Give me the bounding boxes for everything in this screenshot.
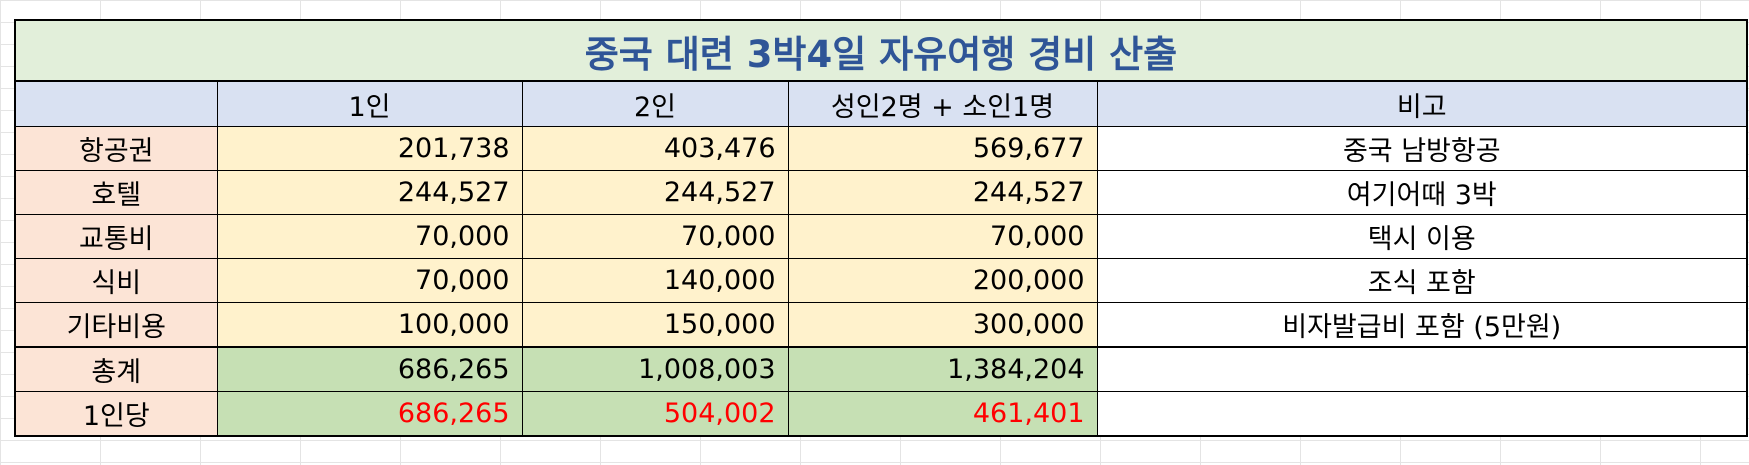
value-cell[interactable]: 140,000 bbox=[521, 258, 789, 303]
row-label[interactable]: 항공권 bbox=[14, 126, 218, 171]
row-label[interactable]: 총계 bbox=[14, 346, 218, 392]
note-cell[interactable]: 중국 남방항공 bbox=[1096, 126, 1748, 171]
title-row: 중국 대련 3박4일 자유여행 경비 산출 bbox=[14, 19, 1748, 82]
value-cell[interactable]: 201,738 bbox=[216, 126, 523, 171]
value-cell[interactable]: 300,000 bbox=[787, 302, 1098, 348]
table-row-per-person: 1인당 686,265 504,002 461,401 bbox=[14, 391, 1748, 437]
value-cell[interactable]: 70,000 bbox=[787, 214, 1098, 259]
note-cell[interactable] bbox=[1096, 346, 1748, 392]
row-label[interactable]: 식비 bbox=[14, 258, 218, 303]
table-row-airfare: 항공권 201,738 403,476 569,677 중국 남방항공 bbox=[14, 126, 1748, 171]
table-row-hotel: 호텔 244,527 244,527 244,527 여기어때 3박 bbox=[14, 170, 1748, 215]
header-row: 1인 2인 성인2명 + 소인1명 비고 bbox=[14, 80, 1748, 127]
note-cell[interactable]: 택시 이용 bbox=[1096, 214, 1748, 259]
header-cell-note[interactable]: 비고 bbox=[1096, 80, 1748, 127]
per-person-cell[interactable]: 461,401 bbox=[787, 391, 1098, 437]
value-cell[interactable]: 244,527 bbox=[787, 170, 1098, 215]
row-label[interactable]: 호텔 bbox=[14, 170, 218, 215]
note-cell[interactable]: 비자발급비 포함 (5만원) bbox=[1096, 302, 1748, 348]
expense-table: 중국 대련 3박4일 자유여행 경비 산출 1인 2인 성인2명 + 소인1명 … bbox=[14, 19, 1748, 437]
value-cell[interactable]: 150,000 bbox=[521, 302, 789, 348]
per-person-cell[interactable]: 504,002 bbox=[521, 391, 789, 437]
row-label[interactable]: 1인당 bbox=[14, 391, 218, 437]
row-label[interactable]: 기타비용 bbox=[14, 302, 218, 348]
total-cell[interactable]: 686,265 bbox=[216, 346, 523, 392]
total-cell[interactable]: 1,008,003 bbox=[521, 346, 789, 392]
table-row-food: 식비 70,000 140,000 200,000 조식 포함 bbox=[14, 258, 1748, 303]
value-cell[interactable]: 569,677 bbox=[787, 126, 1098, 171]
value-cell[interactable]: 403,476 bbox=[521, 126, 789, 171]
table-row-misc: 기타비용 100,000 150,000 300,000 비자발급비 포함 (5… bbox=[14, 302, 1748, 348]
header-cell-2person[interactable]: 2인 bbox=[521, 80, 789, 127]
sheet-title[interactable]: 중국 대련 3박4일 자유여행 경비 산출 bbox=[14, 19, 1748, 82]
header-cell-blank[interactable] bbox=[14, 80, 218, 127]
note-cell[interactable]: 여기어때 3박 bbox=[1096, 170, 1748, 215]
per-person-cell[interactable]: 686,265 bbox=[216, 391, 523, 437]
value-cell[interactable]: 244,527 bbox=[521, 170, 789, 215]
value-cell[interactable]: 70,000 bbox=[216, 258, 523, 303]
value-cell[interactable]: 70,000 bbox=[521, 214, 789, 259]
note-cell[interactable]: 조식 포함 bbox=[1096, 258, 1748, 303]
value-cell[interactable]: 70,000 bbox=[216, 214, 523, 259]
header-cell-family[interactable]: 성인2명 + 소인1명 bbox=[787, 80, 1098, 127]
header-cell-1person[interactable]: 1인 bbox=[216, 80, 523, 127]
total-cell[interactable]: 1,384,204 bbox=[787, 346, 1098, 392]
value-cell[interactable]: 200,000 bbox=[787, 258, 1098, 303]
row-label[interactable]: 교통비 bbox=[14, 214, 218, 259]
table-row-total: 총계 686,265 1,008,003 1,384,204 bbox=[14, 346, 1748, 392]
value-cell[interactable]: 100,000 bbox=[216, 302, 523, 348]
value-cell[interactable]: 244,527 bbox=[216, 170, 523, 215]
note-cell[interactable] bbox=[1096, 391, 1748, 437]
table-row-transport: 교통비 70,000 70,000 70,000 택시 이용 bbox=[14, 214, 1748, 259]
